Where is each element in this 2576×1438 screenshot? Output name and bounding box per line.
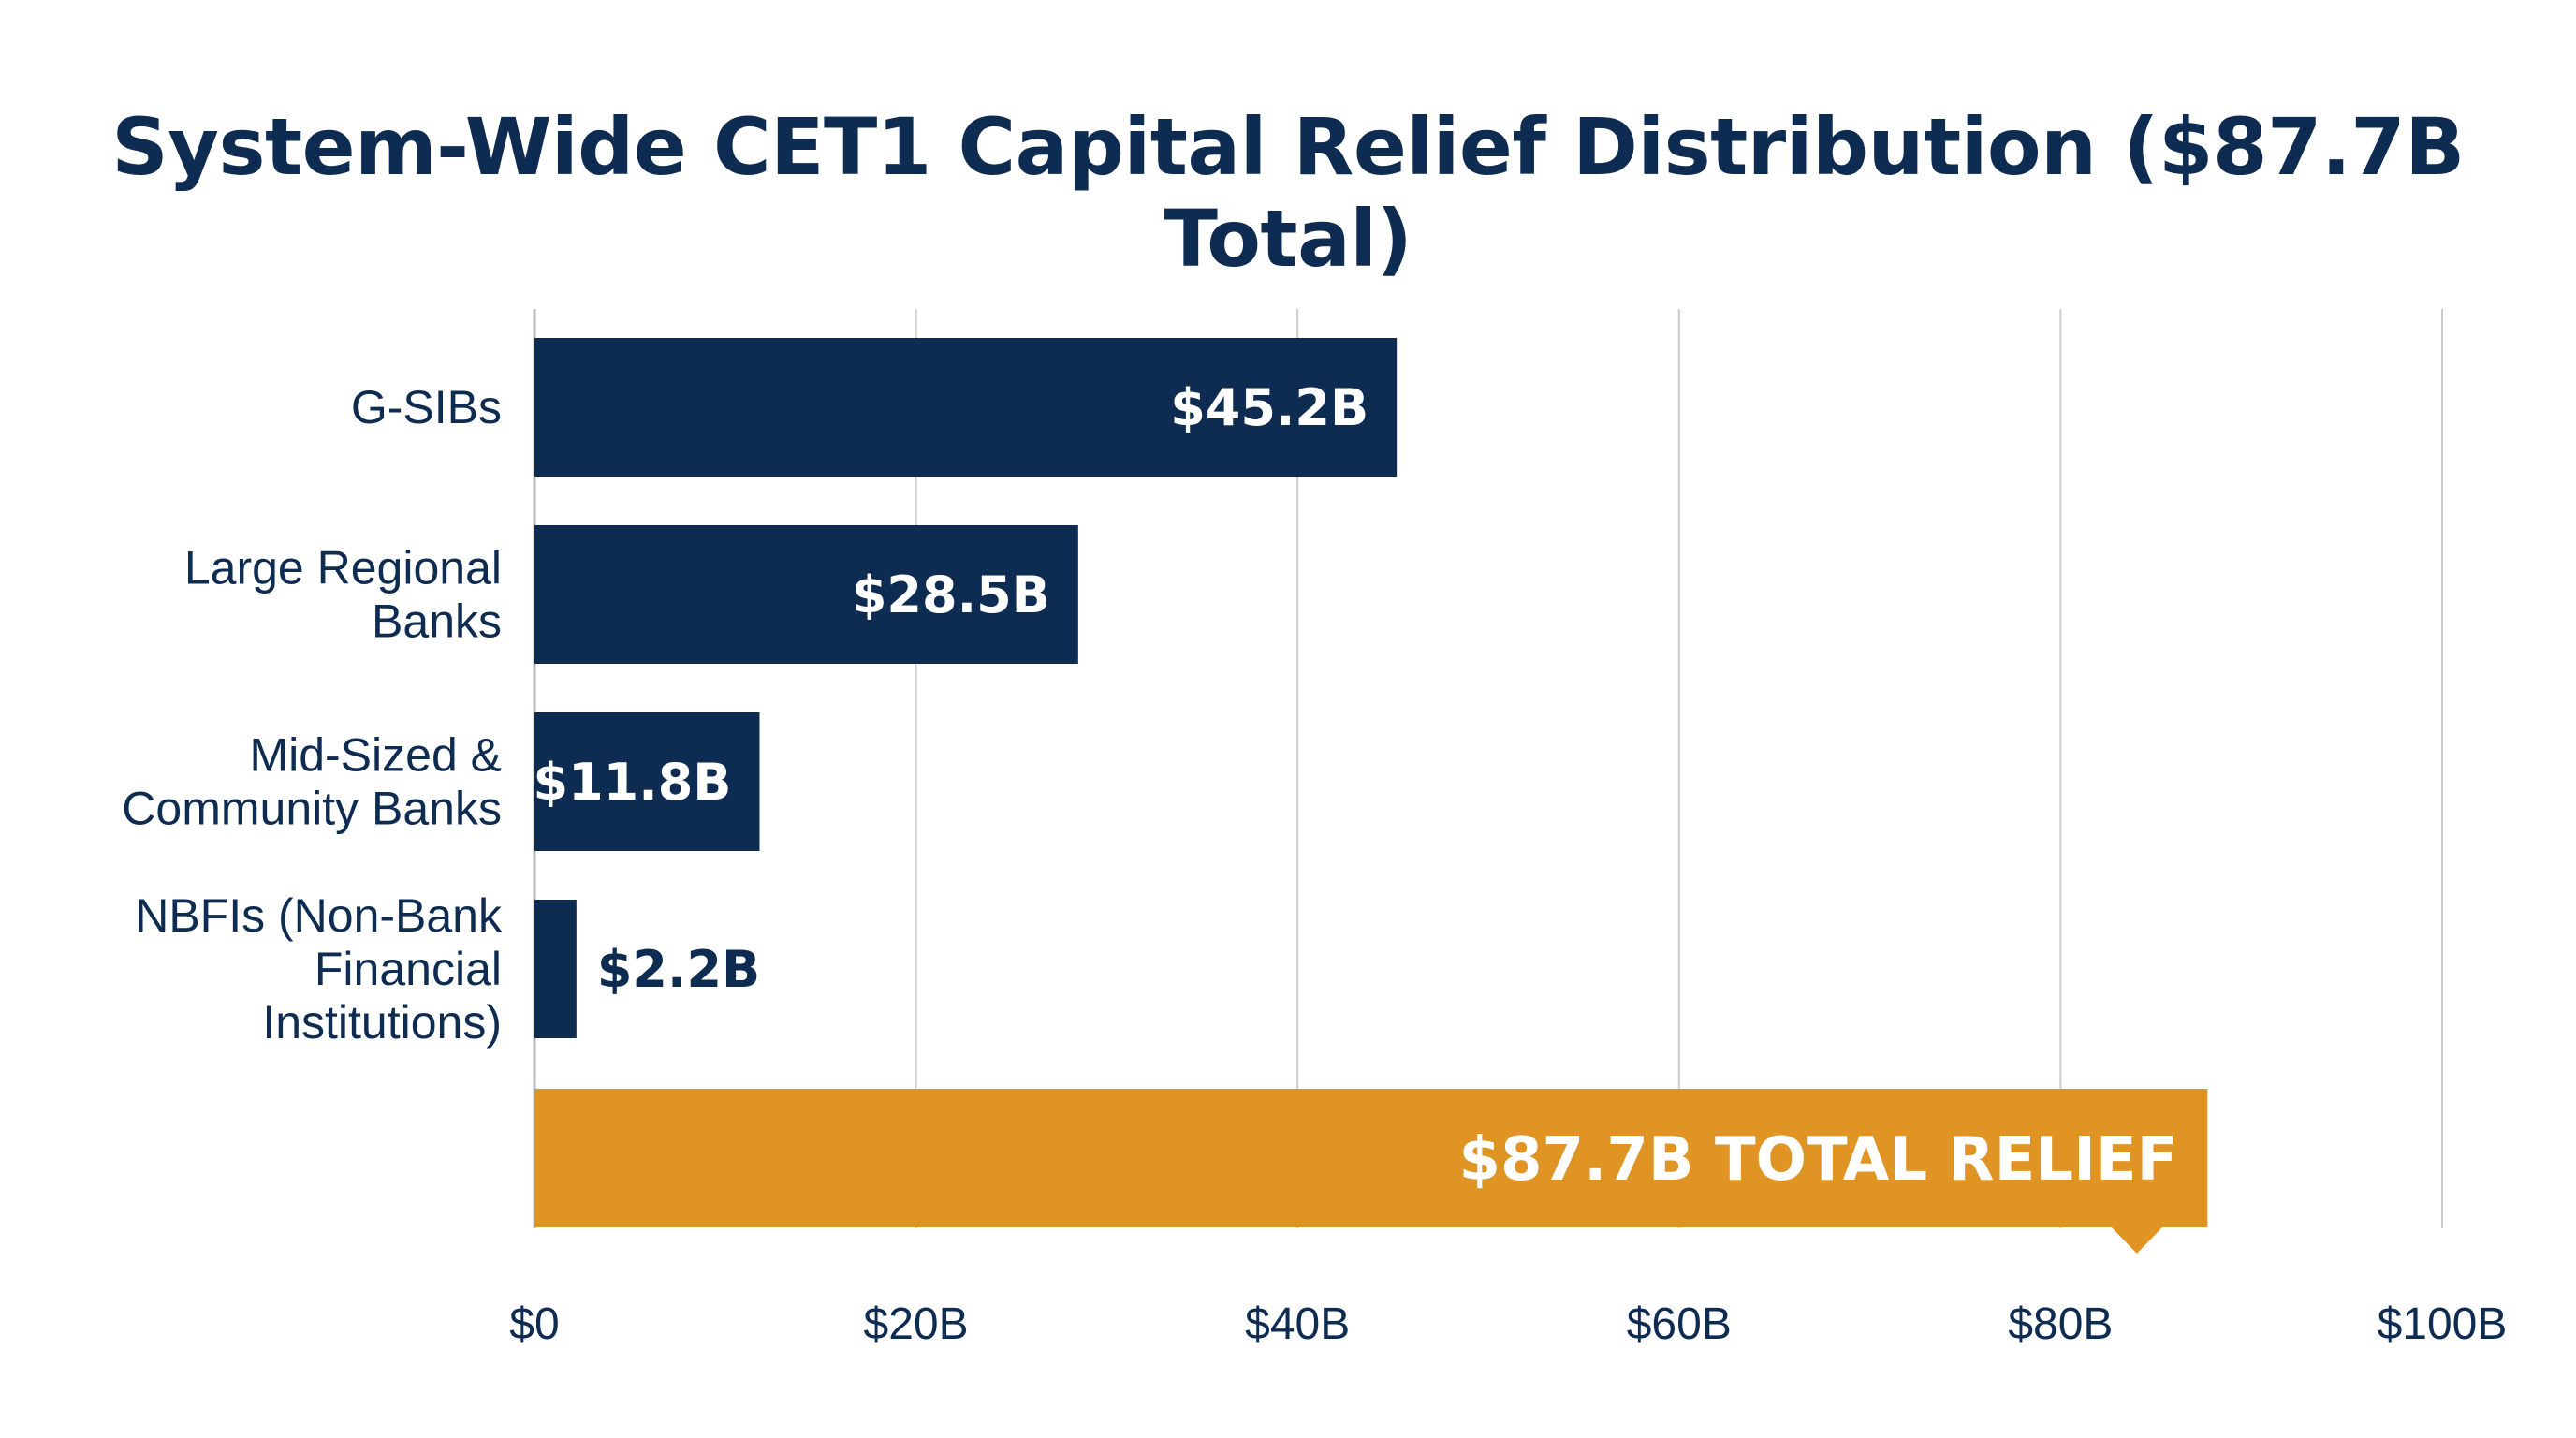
category-label: NBFIs (Non-Bank Financial Institutions) xyxy=(135,889,503,1049)
category-label: G-SIBs xyxy=(351,381,502,433)
chart-title: System-Wide CET1 Capital Relief Distribu… xyxy=(111,101,2465,285)
labels: $0 $20B $40B $60B $80B $100B G-SIBs $45.2B Large… xyxy=(122,378,2507,1349)
x-tick-label: $100B xyxy=(2378,1299,2508,1349)
bar xyxy=(534,900,577,1038)
x-tick-label: $60B xyxy=(1627,1299,1732,1349)
bar xyxy=(534,525,1078,664)
bar xyxy=(534,712,760,851)
category-label: Mid-Sized & Community Banks xyxy=(122,729,502,835)
total-bar xyxy=(534,1089,2208,1227)
data-label: $11.8B xyxy=(534,753,732,812)
x-tick-label: $0 xyxy=(509,1299,559,1349)
category-label: Large Regional Banks xyxy=(184,542,502,648)
bar xyxy=(534,338,1398,477)
data-label: $2.2B xyxy=(597,940,760,999)
x-tick-label: $80B xyxy=(2008,1299,2113,1349)
data-label: $28.5B xyxy=(852,565,1050,624)
bars xyxy=(534,338,2208,1254)
total-label: $87.7B TOTAL RELIEF xyxy=(1458,1125,2177,1195)
x-tick-label: $20B xyxy=(864,1299,969,1349)
x-tick-label: $40B xyxy=(1245,1299,1350,1349)
data-label: $45.2B xyxy=(1170,378,1368,437)
total-bar-pointer xyxy=(2110,1226,2163,1254)
